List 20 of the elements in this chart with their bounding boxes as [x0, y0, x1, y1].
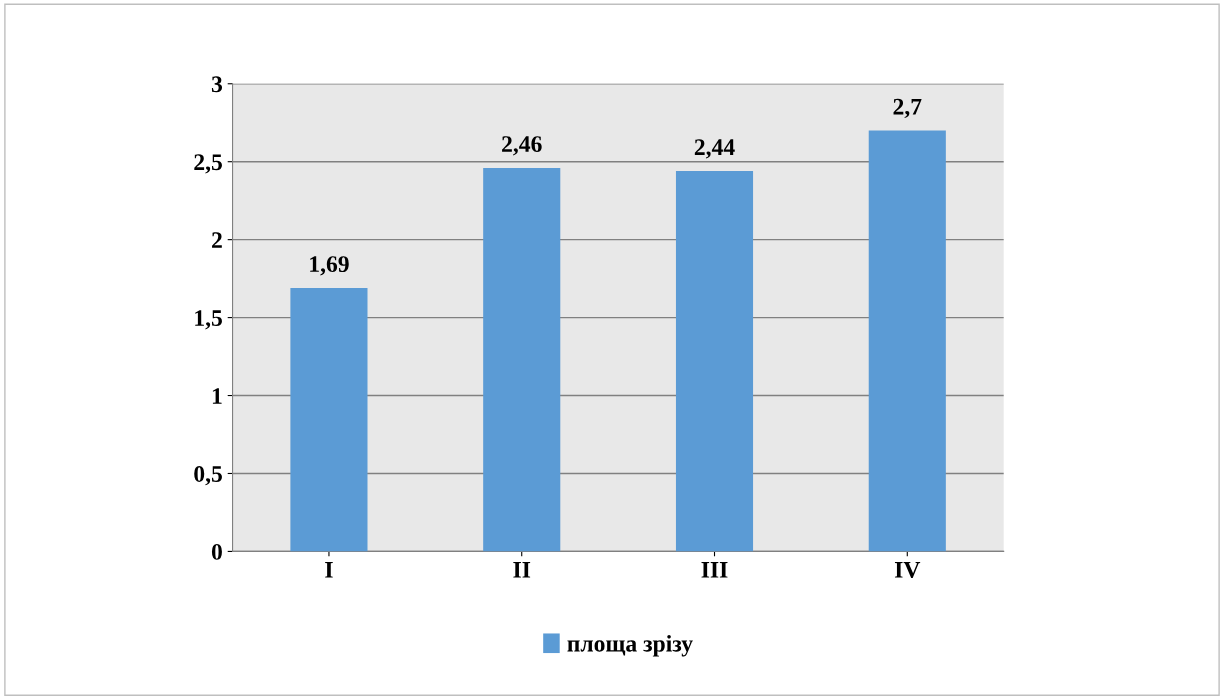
x-tick-label: I — [325, 562, 333, 578]
legend-label: площа зрізу — [567, 635, 693, 657]
text: 2,7 — [893, 98, 922, 119]
text: 2,44 — [694, 139, 735, 159]
bar — [483, 167, 561, 552]
bar — [290, 287, 368, 552]
y-tick-label: 1 — [212, 388, 222, 404]
bar — [868, 130, 946, 552]
bar — [675, 171, 754, 552]
x-tick-label: IV — [894, 562, 921, 578]
y-tick-label: 2,5 — [194, 154, 222, 174]
text: 1,69 — [310, 256, 349, 276]
y-tick-label: 1,5 — [195, 310, 222, 330]
x-tick-label: II — [513, 562, 531, 578]
y-tick-label: 3 — [211, 76, 223, 93]
y-tick-label: 0,5 — [194, 465, 222, 486]
text: 2,46 — [502, 136, 542, 156]
y-tick-label: 0 — [211, 543, 222, 560]
y-tick-label: 2 — [212, 232, 222, 248]
x-tick-label: III — [701, 562, 728, 578]
